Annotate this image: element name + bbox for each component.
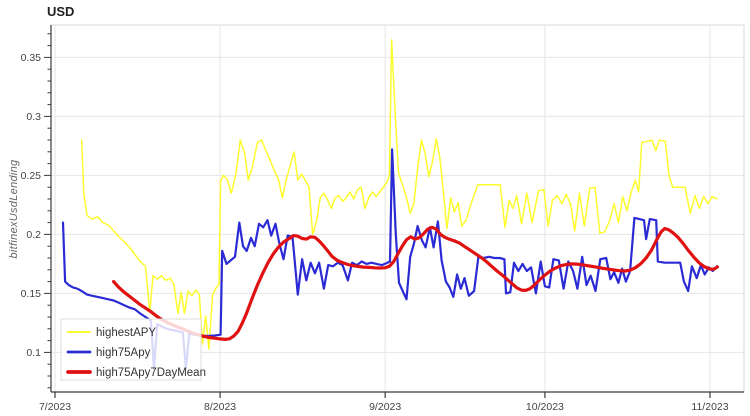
legend-label: high75Apy7DayMean <box>96 367 206 379</box>
x-tick-label: 10/2023 <box>526 401 564 413</box>
legend: highestAPY high75Apy high75Apy7DayMean <box>60 318 206 381</box>
x-tick-label: 11/2023 <box>691 401 728 413</box>
x-tick-label: 9/2023 <box>369 401 401 413</box>
y-tick-label: 0.2 <box>26 229 41 241</box>
legend-item-high75Apy[interactable]: high75Apy <box>66 347 151 359</box>
legend-item-highestAPY[interactable]: highestAPY <box>67 327 156 339</box>
legend-box <box>60 318 202 381</box>
y-tick-label: 0.3 <box>26 111 41 123</box>
y-tick-label: 0.35 <box>21 52 42 64</box>
legend-label: high75Apy <box>96 347 151 359</box>
x-tick-label: 7/2023 <box>39 401 71 413</box>
y-axis-label: bitfinexUsdLending <box>8 159 20 259</box>
legend-label: highestAPY <box>96 327 156 339</box>
series-line-high75Apy7DayMean <box>111 225 720 341</box>
y-tick-label: 0.25 <box>21 170 42 182</box>
x-tick-label: 8/2023 <box>204 401 236 413</box>
y-tick-label: 0.1 <box>26 347 41 359</box>
series-line-highestAPY <box>80 38 718 350</box>
chart-title: USD <box>47 4 75 19</box>
legend-item-high75Apy7DayMean[interactable]: high75Apy7DayMean <box>66 367 206 379</box>
y-tick-label: 0.15 <box>21 288 42 300</box>
